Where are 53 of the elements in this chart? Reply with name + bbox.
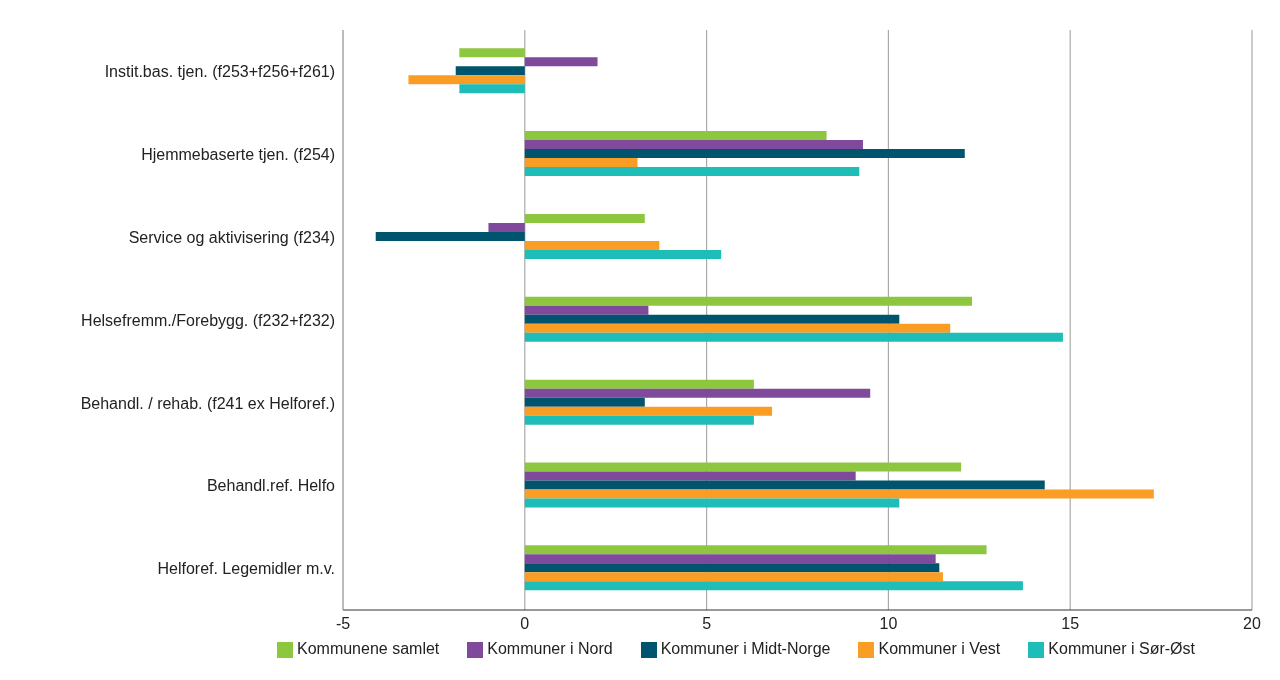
x-tick-label: 15: [1061, 615, 1080, 633]
bar: [524, 572, 943, 582]
bar: [524, 158, 638, 168]
x-tick-label: 20: [1243, 615, 1261, 633]
bar: [524, 480, 1045, 490]
bar: [524, 57, 598, 67]
bar: [524, 563, 940, 573]
legend-label: Kommunene samlet: [296, 640, 440, 657]
bar: [524, 581, 1023, 591]
bar: [524, 415, 754, 425]
bar: [459, 48, 525, 58]
y-tick-label: Helforef. Legemidler m.v.: [157, 560, 335, 578]
legend-label: Kommuner i Midt-Norge: [660, 640, 831, 657]
bar: [524, 140, 863, 150]
x-tick-label: -5: [335, 615, 351, 633]
bar: [524, 332, 1063, 342]
y-tick-label: Helsefremm./Forebygg. (f232+f232): [81, 311, 335, 329]
y-tick-label: Behandl.ref. Helfo: [206, 477, 336, 495]
bar: [459, 84, 525, 94]
bar: [524, 498, 900, 508]
bar: [524, 296, 973, 306]
bar: [524, 323, 951, 333]
y-tick-label: Hjemmebaserte tjen. (f254): [141, 145, 335, 163]
x-tick-label: 10: [879, 615, 898, 633]
y-tick-label: Behandl. / rehab. (f241 ex Helforef.): [80, 394, 335, 412]
bar: [524, 471, 856, 481]
legend-label: Kommuner i Vest: [878, 640, 1001, 657]
bar: [524, 213, 645, 223]
bar: [524, 545, 987, 555]
x-tick-label: 0: [520, 615, 530, 633]
bar: [408, 75, 525, 85]
bar: [524, 462, 962, 472]
bar: [524, 167, 860, 177]
bar: [488, 222, 525, 232]
x-tick-label: 5: [702, 615, 712, 633]
bar: [524, 406, 773, 416]
bar: [524, 240, 660, 250]
legend-label: Kommuner i Nord: [487, 640, 613, 657]
bar: [524, 131, 827, 141]
bar: [455, 66, 525, 76]
bar: [524, 554, 936, 564]
bar: [524, 149, 965, 159]
bar: [524, 397, 645, 407]
bar: [524, 388, 871, 398]
bar: [375, 231, 525, 241]
bar: [524, 489, 1154, 499]
bar: [524, 249, 722, 259]
y-tick-label: Instit.bas. tjen. (f253+f256+f261): [104, 63, 335, 81]
legend-label: Kommuner i Sør-Øst: [1048, 640, 1195, 657]
y-tick-label: Service og aktivisering (f234): [128, 228, 335, 246]
bar: [524, 314, 900, 324]
bar: [524, 379, 754, 389]
bar: [524, 305, 649, 315]
